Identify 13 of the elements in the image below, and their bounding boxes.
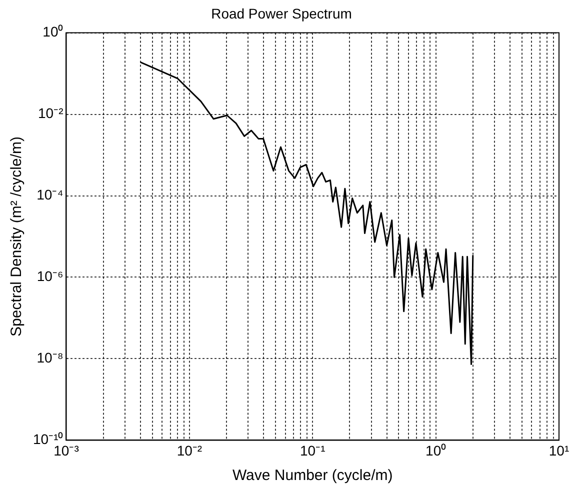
y-tick-label: 10⁻⁸ xyxy=(36,350,64,366)
x-tick-label: 10⁻² xyxy=(176,442,202,458)
x-tick-label: 10⁻³ xyxy=(54,442,80,458)
y-tick-label: 10⁰ xyxy=(42,24,64,40)
y-tick-label: 10⁻⁶ xyxy=(36,268,64,284)
x-tick-label: 10⁰ xyxy=(426,442,446,458)
y-axis-title: Spectral Density (m² /cycle/m) xyxy=(8,136,26,337)
chart-title: Road Power Spectrum xyxy=(211,5,352,22)
y-tick-label: 10⁻⁴ xyxy=(36,186,64,203)
x-tick-label: 10⁻¹ xyxy=(300,442,326,458)
y-tick-label: 10⁻² xyxy=(38,105,64,122)
x-axis-title: Wave Number (cycle/m) xyxy=(232,467,393,484)
x-tick-label: 10¹ xyxy=(548,442,570,458)
